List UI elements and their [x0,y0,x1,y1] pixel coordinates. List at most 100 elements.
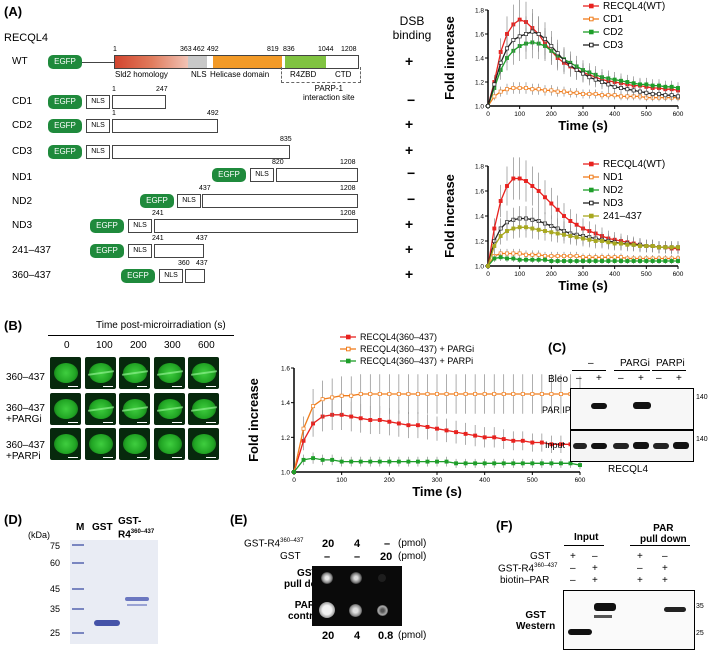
scale-bar [171,457,182,458]
blot-par-ip [570,388,694,430]
dsb-cd1: − [407,92,416,108]
panel-e-letter: (E) [230,512,248,527]
panel-b-letter: (B) [4,318,23,333]
input-label-c: Input [545,440,566,450]
data-point [536,87,541,92]
y-tick-label: 1.0 [475,104,484,111]
data-point [482,392,487,396]
row-name-nd2: ND2 [12,196,33,207]
data-point [657,245,661,250]
legend-marker [589,174,594,180]
data-point [555,51,560,56]
data-point [406,423,411,428]
micrograph-cell [50,428,81,460]
f-row-biotin: biotin–PAR [500,575,550,586]
data-point [425,424,430,429]
y-tick-label: 1.0 [281,470,290,477]
data-point [463,392,468,396]
nucleus [123,434,147,454]
data-point [593,77,598,82]
chart-a-top: 1.0 1.2 1.4 1.6 1.8 0 100 200 300 400 500 600 Time (… [442,0,684,133]
cd1-start: 1 [112,86,116,93]
data-point [587,259,592,263]
panel-b-rule [48,335,234,336]
data-point [625,259,630,263]
micrograph-cell [84,428,116,460]
x-axis-label: Time (s) [558,118,608,133]
x-tick-label: 200 [546,111,557,118]
c241-bar [154,244,204,258]
nucleus [88,434,113,454]
data-point [358,416,363,421]
dsb-cd3: + [405,142,414,158]
c-sign-1: – [576,373,582,384]
egfp-tag: EGFP [48,95,82,109]
scale-bar [206,457,216,458]
data-point [606,93,611,98]
data-point [587,92,592,96]
data-point [568,254,573,258]
data-point [349,393,354,398]
data-point [517,86,522,90]
legend-marker [589,200,594,206]
band [653,443,669,449]
x-tick-label: 500 [641,111,652,118]
lane-gst-r4: GST- R4360–437 [118,516,154,540]
data-point [669,259,674,263]
c241-end: 437 [196,235,208,242]
f-sign: – [592,551,598,562]
legend-label: RECQL4(WT) [603,1,665,12]
ladder-band [72,588,84,590]
c-sign-3: – [618,373,624,384]
data-point [669,93,674,98]
data-point [406,459,411,464]
f-par-line2: pull down [640,534,687,545]
data-point [663,245,668,250]
e-bottom-unit: (pmol) [398,630,427,641]
nd3-start: 241 [152,210,164,217]
data-point [574,68,579,72]
data-point [505,46,509,51]
data-point [415,392,420,396]
dot [378,574,386,582]
data-point [406,392,411,396]
mw-140-b: 140 [696,436,708,443]
x-tick-label: 0 [486,271,490,278]
lane-r4-sup: 360–437 [130,529,155,535]
scale-bar [68,421,78,423]
nucleus [54,434,78,454]
band [591,403,607,409]
data-point [619,94,623,99]
data-point [574,259,579,263]
f-sign: + [662,563,668,574]
micrograph-cell [153,392,185,425]
data-point [330,457,335,462]
nd3-end: 1208 [340,210,356,217]
wt-num-819: 819 [267,46,279,53]
data-point [415,423,420,428]
legend-marker [346,334,351,340]
legend-label: CD1 [603,14,623,25]
row-name-cd1: CD1 [12,96,33,107]
row-name-nd1: ND1 [12,172,33,183]
dsb-241-437: + [405,241,414,257]
data-point [339,459,344,464]
data-point [600,80,604,84]
micrograph-cell [50,392,81,425]
e-bottom-v1: 20 [322,630,335,642]
row-name-241-437: 241–437 [12,245,51,256]
data-point [657,83,661,88]
f-sign: + [662,575,668,586]
data-point [562,254,566,258]
micrograph-cell [84,357,116,389]
r4zbd-label: R4ZBD [290,70,317,79]
scale-bar [137,457,147,458]
data-point [562,259,566,263]
band [664,607,686,612]
parp-label: PARP-1 interaction site [303,84,355,102]
data-point [517,176,522,181]
nls-tag: NLS [86,119,110,133]
data-point [568,219,573,223]
scale-bar [102,457,113,458]
data-point [568,234,573,238]
